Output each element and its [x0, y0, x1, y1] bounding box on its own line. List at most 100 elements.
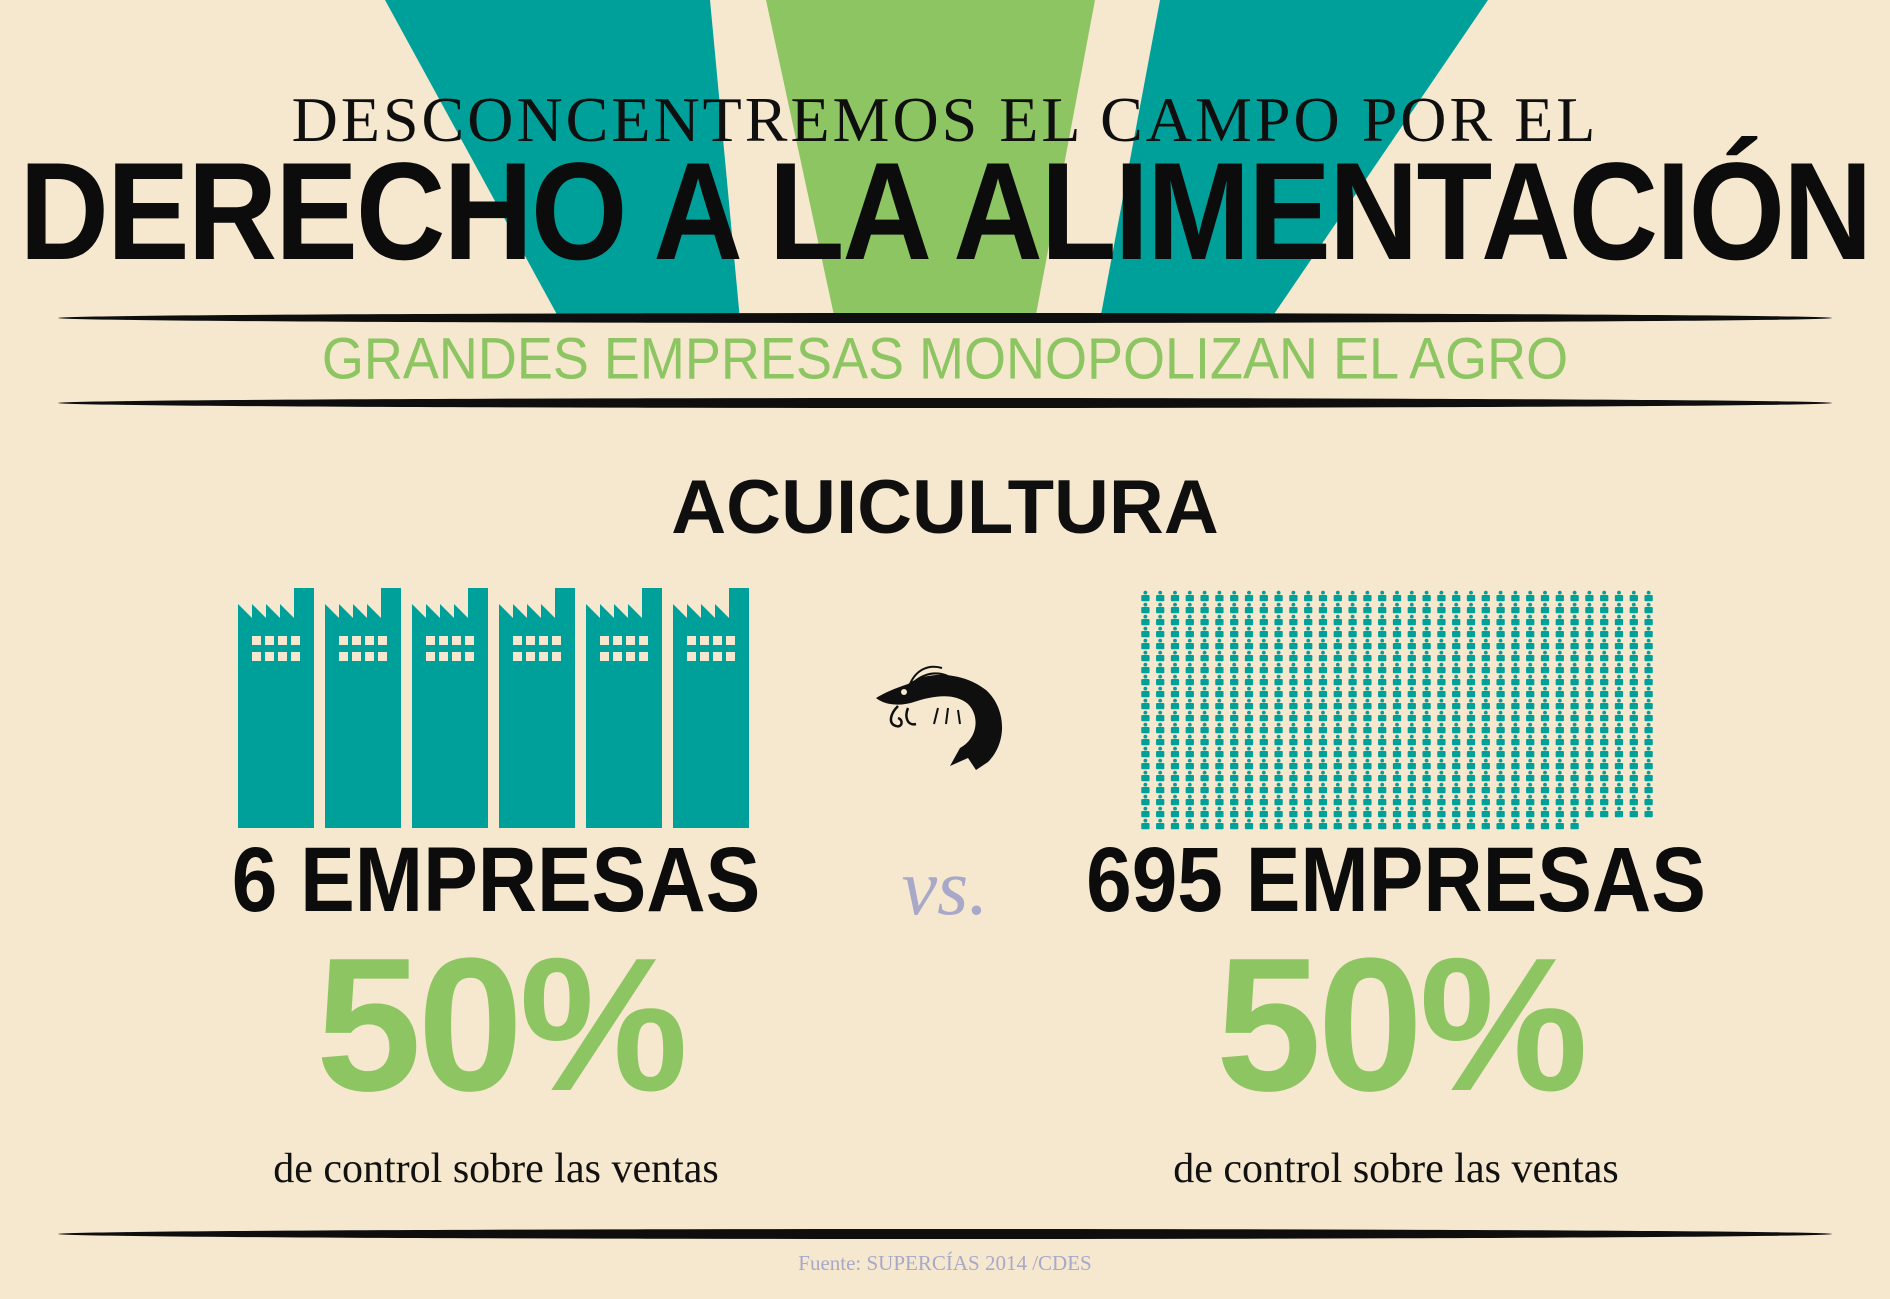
person-icon [1259, 746, 1268, 758]
person-icon [1156, 614, 1165, 626]
person-icon [1496, 650, 1505, 662]
person-icon [1170, 650, 1180, 662]
person-icon [1511, 686, 1520, 698]
person-icon [1156, 698, 1165, 710]
person-icon [1585, 602, 1594, 614]
person-icon [1437, 626, 1446, 638]
person-icon [1600, 794, 1609, 806]
person-icon [1644, 650, 1653, 662]
person-icon [1555, 722, 1564, 734]
person-icon [1422, 674, 1431, 686]
person-icon [1437, 602, 1446, 614]
person-icon [1318, 710, 1328, 722]
person-icon [1511, 638, 1520, 650]
person-icon [1452, 662, 1461, 674]
person-icon [1141, 794, 1150, 806]
person-icon [1422, 806, 1431, 818]
person-icon [1629, 698, 1638, 710]
person-icon [1481, 686, 1490, 698]
person-icon [1259, 674, 1268, 686]
person-icon [1304, 746, 1313, 758]
person-icon [1141, 770, 1150, 782]
person-icon [1244, 662, 1254, 674]
person-icon [1555, 758, 1564, 770]
person-icon [1481, 626, 1490, 638]
person-icon [1318, 650, 1328, 662]
person-icon [1392, 782, 1402, 794]
person-icon [1363, 614, 1372, 626]
person-icon [1555, 710, 1564, 722]
person-icon [1481, 638, 1490, 650]
person-icon [1644, 734, 1653, 746]
person-icon [1289, 782, 1298, 794]
person-icon [1348, 590, 1357, 602]
person-icon [1437, 614, 1446, 626]
person-icon [1348, 614, 1357, 626]
person-icon [1363, 794, 1372, 806]
person-icon [1526, 638, 1535, 650]
banner-stripe-teal-right [1100, 0, 1488, 320]
person-icon [1230, 638, 1239, 650]
person-icon [1141, 638, 1150, 650]
person-icon [1318, 770, 1328, 782]
person-icon [1614, 602, 1624, 614]
person-icon [1230, 710, 1239, 722]
person-icon [1274, 770, 1283, 782]
person-icon [1555, 746, 1564, 758]
person-icon [1481, 758, 1490, 770]
person-icon [1496, 758, 1505, 770]
person-icon [1259, 590, 1268, 602]
person-icon [1318, 782, 1328, 794]
person-icon [1407, 650, 1416, 662]
person-icon [1614, 590, 1624, 602]
person-icon [1185, 782, 1194, 794]
person-icon [1363, 722, 1372, 734]
person-icon [1422, 782, 1431, 794]
person-icon [1526, 710, 1535, 722]
person-icon [1215, 746, 1224, 758]
person-icon [1141, 758, 1150, 770]
person-icon [1200, 638, 1209, 650]
person-icon [1570, 794, 1579, 806]
person-icon [1289, 818, 1298, 830]
person-icon [1156, 686, 1165, 698]
person-icon [1215, 722, 1224, 734]
person-icon [1496, 818, 1505, 830]
person-icon [1185, 650, 1194, 662]
person-icon [1600, 662, 1609, 674]
person-icon [1304, 638, 1313, 650]
person-icon [1244, 674, 1254, 686]
person-icon [1600, 722, 1609, 734]
person-icon [1496, 698, 1505, 710]
person-icon [1481, 818, 1490, 830]
person-icon [1570, 686, 1579, 698]
person-icon [1141, 746, 1150, 758]
person-icon [1600, 746, 1609, 758]
person-icon [1318, 686, 1328, 698]
person-icon [1481, 662, 1490, 674]
person-icon [1481, 746, 1490, 758]
person-icon [1555, 770, 1564, 782]
person-icon [1215, 818, 1224, 830]
person-icon [1230, 770, 1239, 782]
person-icon [1629, 782, 1638, 794]
person-icon [1259, 638, 1268, 650]
person-icon [1407, 686, 1416, 698]
person-icon [1585, 758, 1594, 770]
person-icon [1348, 662, 1357, 674]
person-icon [1437, 794, 1446, 806]
person-icon [1585, 662, 1594, 674]
person-icon [1185, 674, 1194, 686]
person-icon [1333, 746, 1342, 758]
left-company-count: 6 EMPRESAS [231, 829, 761, 932]
person-icon [1185, 638, 1194, 650]
person-icon [1304, 602, 1313, 614]
person-icon [1452, 710, 1461, 722]
person-icon [1259, 806, 1268, 818]
person-icon [1422, 818, 1431, 830]
person-icon [1289, 746, 1298, 758]
person-icon [1244, 590, 1254, 602]
person-icon [1407, 818, 1416, 830]
person-icon [1452, 590, 1461, 602]
person-icon [1600, 590, 1609, 602]
